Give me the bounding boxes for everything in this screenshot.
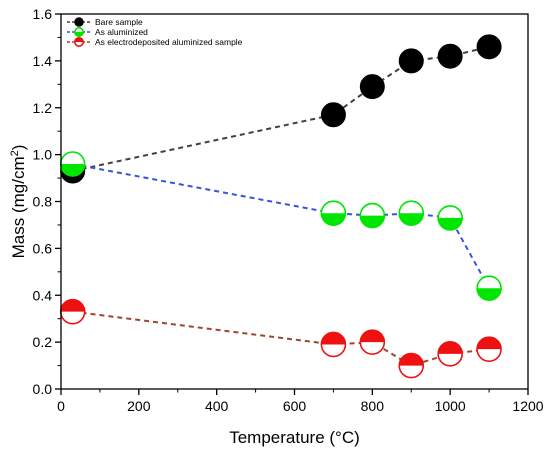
data-point-s3-5 xyxy=(437,341,463,367)
data-point-s2-1 xyxy=(59,151,86,177)
series-line-3 xyxy=(72,310,490,367)
y-tick-label-1.6: 1.6 xyxy=(33,6,53,22)
data-point-s2-6 xyxy=(476,275,502,302)
plot-area xyxy=(59,34,502,379)
data-point-s1-4 xyxy=(398,48,424,74)
plot-frame xyxy=(60,13,529,390)
series-line-1 xyxy=(72,45,490,173)
axes: 0 200 400 600 800 1000 1200 0.0 0.2 0.4 0.6 0.8 1.0 1… xyxy=(33,6,544,414)
data-point-s3-3 xyxy=(359,329,386,355)
x-tick-label-400: 400 xyxy=(205,398,229,414)
data-point-s1-3 xyxy=(359,74,385,100)
data-point-s2-3 xyxy=(359,202,386,229)
x-tick-label-1200: 1200 xyxy=(512,398,543,414)
data-point-s2-5 xyxy=(437,205,463,231)
legend-marker xyxy=(74,36,85,47)
x-tick-label-0: 0 xyxy=(57,398,65,414)
y-tick-label-1.0: 1.0 xyxy=(33,147,53,163)
y-tick-label-0.6: 0.6 xyxy=(33,240,53,256)
legend-entry-3: As electrodeposited aluminized sample xyxy=(67,36,243,47)
y-tick-label-0.2: 0.2 xyxy=(33,334,53,350)
y-tick-label-1.4: 1.4 xyxy=(33,53,53,69)
x-axis-title: Temperature (°C) xyxy=(229,428,360,447)
legend-label: Bare sample xyxy=(95,17,143,27)
legend-marker xyxy=(74,17,84,27)
y-tick-label-0.4: 0.4 xyxy=(33,287,53,303)
legend-label: As electrodeposited aluminized sample xyxy=(95,37,243,47)
legend-entry-1: Bare sample xyxy=(67,17,143,27)
y-axis-title-superscript: 2 xyxy=(9,150,21,156)
x-tick-label-200: 200 xyxy=(127,398,151,414)
data-point-s3-4 xyxy=(398,352,425,379)
legend-marker xyxy=(74,26,85,37)
y-axis-title-main: Mass (mg/cm xyxy=(9,156,28,258)
data-point-s3-6 xyxy=(476,336,502,362)
data-point-s2-2 xyxy=(320,200,347,227)
x-tick-label-1000: 1000 xyxy=(435,398,466,414)
y-axis-title-close: ) xyxy=(9,145,28,151)
legend-entry-2: As aluminized xyxy=(67,26,148,37)
data-point-s3-2 xyxy=(320,331,347,358)
x-tick-label-600: 600 xyxy=(283,398,307,414)
legend-label: As aluminized xyxy=(95,27,148,37)
y-axis-title: Mass (mg/cm2) xyxy=(9,145,28,259)
y-tick-label-1.2: 1.2 xyxy=(33,100,53,116)
data-point-s1-6 xyxy=(476,34,502,60)
y-tick-label-0.8: 0.8 xyxy=(33,194,53,210)
x-tick-label-800: 800 xyxy=(361,398,385,414)
data-point-s3-1 xyxy=(59,298,86,325)
data-point-s1-5 xyxy=(437,43,463,69)
data-point-s2-4 xyxy=(398,200,425,227)
data-point-s1-2 xyxy=(320,102,346,128)
series-line-2 xyxy=(72,163,490,289)
y-tick-label-0.0: 0.0 xyxy=(33,381,53,397)
